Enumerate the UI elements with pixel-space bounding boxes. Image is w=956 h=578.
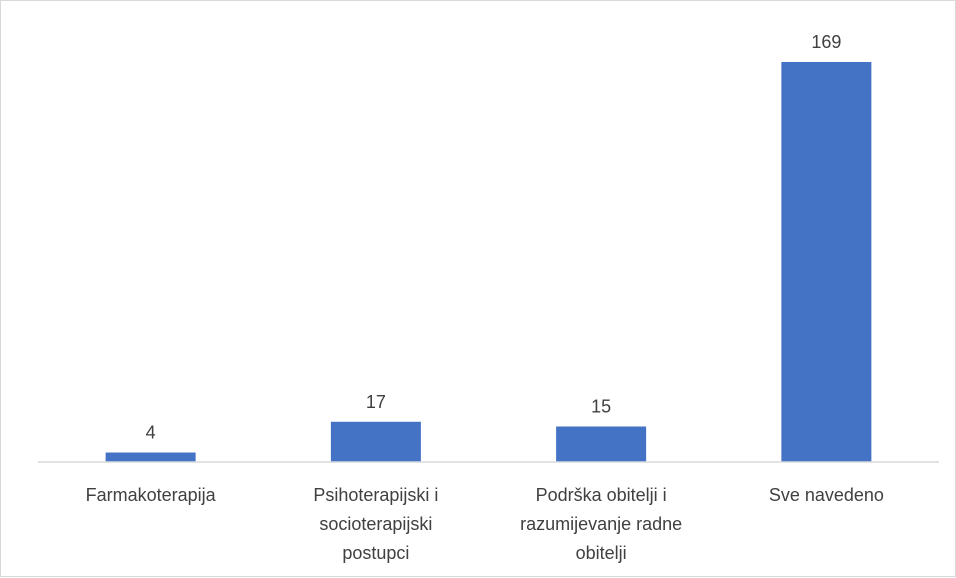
category-label-line: Podrška obitelji i <box>536 485 667 505</box>
category-label-line: socioterapijski <box>319 514 432 534</box>
bar-3 <box>556 426 647 462</box>
category-label-3: Podrška obitelji i razumijevanje radne obi… <box>520 485 682 563</box>
data-label-1: 4 <box>146 423 156 443</box>
bars-group <box>105 62 872 462</box>
bar-4 <box>781 62 872 462</box>
data-labels-group: 4 17 15 169 <box>146 32 842 443</box>
category-label-line: Psihoterapijski i <box>313 485 438 505</box>
bar-1 <box>105 452 196 462</box>
bar-2 <box>330 421 421 462</box>
data-label-4: 169 <box>811 32 841 52</box>
category-labels-group: Farmakoterapija Psihoterapijski i socioter… <box>86 485 884 563</box>
category-label-line: postupci <box>342 543 409 563</box>
data-label-3: 15 <box>591 396 611 416</box>
category-label-line: razumijevanje radne <box>520 514 682 534</box>
category-label-4: Sve navedeno <box>769 485 884 505</box>
category-label-line: obitelji <box>576 543 627 563</box>
category-label-2: Psihoterapijski i socioterapijski postupci <box>313 485 438 563</box>
category-label-line: Farmakoterapija <box>86 485 217 505</box>
category-label-1: Farmakoterapija <box>86 485 217 505</box>
data-label-2: 17 <box>366 392 386 412</box>
category-label-line: Sve navedeno <box>769 485 884 505</box>
